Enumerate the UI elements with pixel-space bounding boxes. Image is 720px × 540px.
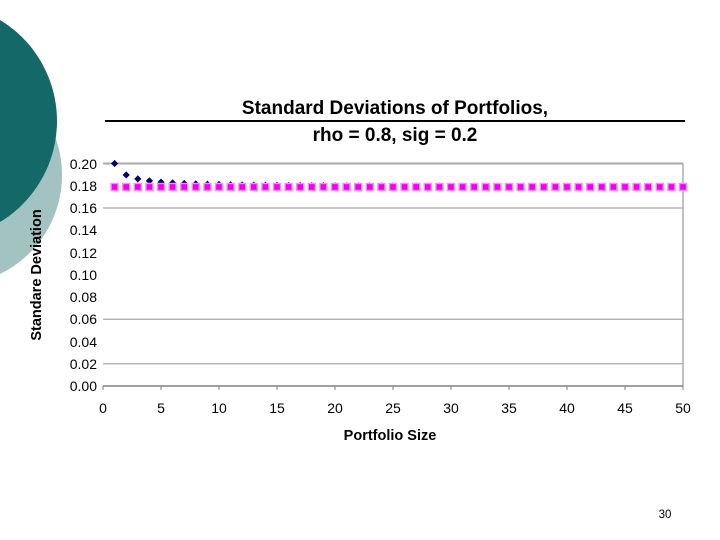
data-point-square [400,182,409,192]
x-tick-label: 10 [211,400,227,416]
data-point-square [597,182,606,192]
x-tick-label: 40 [559,400,575,416]
data-point-square [493,182,502,192]
data-point-square [412,182,421,192]
data-point-square [272,182,282,192]
data-point-diamond [134,175,142,183]
data-point-square [446,182,456,192]
data-point-square [423,182,432,192]
y-tick-label: 0.12 [69,244,97,261]
data-point-square [203,182,212,192]
y-tick-label: 0.06 [69,311,97,328]
x-tick-label: 5 [157,400,165,416]
data-point-square [156,182,166,192]
y-tick-label: 0.20 [69,155,97,172]
data-point-square [481,182,490,192]
x-tick-label: 45 [617,400,633,416]
data-point-square [179,182,189,192]
data-point-diamond [145,177,153,185]
data-point-square [539,182,548,192]
data-point-square [121,182,131,192]
data-point-square [504,182,514,192]
data-point-diamond [122,171,130,179]
data-point-square [667,182,676,192]
y-tick-label: 0.00 [69,378,97,394]
x-tick-label: 0 [99,400,107,416]
data-point-square [145,182,154,192]
x-tick-label: 30 [443,400,459,416]
y-tick-label: 0.04 [69,333,97,350]
x-tick-label: 25 [385,400,401,416]
data-point-square [620,182,630,192]
data-point-square [342,182,351,192]
data-point-square [365,182,374,192]
chart-title: Standard Deviations of Portfolios, rho =… [105,95,685,149]
data-point-square [319,182,328,192]
data-point-square [133,182,143,192]
data-point-square [261,182,270,192]
data-point-square [516,182,525,192]
data-point-square [354,182,363,192]
data-point-diamond [111,159,119,168]
data-point-square [470,182,479,192]
data-point-square [632,182,641,192]
x-tick-label: 50 [675,400,691,416]
data-point-square [574,182,583,192]
data-point-square [307,182,316,192]
gridlines [103,162,684,386]
data-point-square [168,182,177,192]
data-point-square [388,182,398,192]
y-axis-title: Standare Deviation [29,209,45,341]
x-tick-label: 35 [501,400,517,416]
data-point-square [678,182,688,192]
data-point-square [191,182,201,192]
data-point-square [528,182,537,192]
data-point-square [237,182,247,192]
data-point-square [249,182,259,192]
data-point-square [655,182,664,192]
data-point-square [214,182,224,192]
data-point-square [609,182,618,192]
title-underline [105,120,685,122]
y-tick-label: 0.18 [69,177,97,194]
data-point-square [644,182,653,192]
x-tick-label: 20 [327,400,343,416]
data-point-square [284,182,293,192]
data-point-square [226,182,235,192]
y-tick-label: 0.14 [69,222,97,239]
data-point-square [377,182,386,192]
y-tick-label: 0.02 [69,355,97,372]
y-tick-label: 0.08 [69,289,97,305]
data-point-square [586,182,595,192]
data-point-square [551,182,560,192]
y-tick-label: 0.10 [69,266,97,283]
page-number: 30 [658,509,672,521]
series-squares [110,182,688,192]
data-point-square [435,182,444,192]
y-tick-label: 0.16 [69,200,97,216]
data-point-square [296,182,305,192]
x-axis [102,385,684,390]
data-point-square [562,182,572,192]
chart-title-line1: Standard Deviations of Portfolios, [241,98,549,119]
data-point-square [330,182,340,192]
x-tick-label: 15 [269,400,285,416]
x-axis-title: Portfolio Size [343,428,437,444]
data-point-square [110,182,119,192]
data-point-square [458,182,467,192]
chart-title-line2: rho = 0.8, sig = 0.2 [312,125,478,146]
